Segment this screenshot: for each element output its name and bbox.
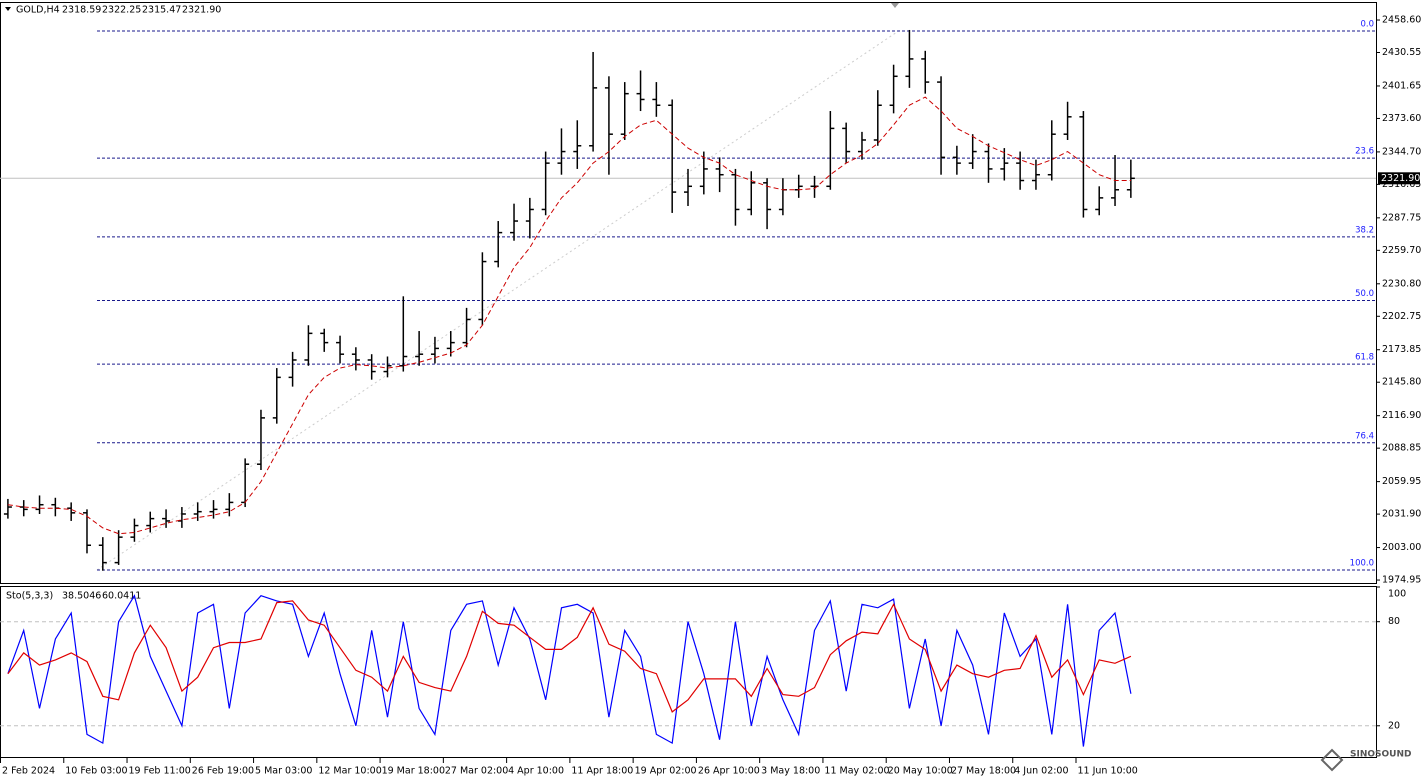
watermark-text: SINOSOUND — [1350, 750, 1411, 760]
stochastic-line — [7, 594, 1132, 747]
fib-label: 61.8 — [1355, 353, 1374, 363]
x-tick-label: 5 Mar 03:00 — [255, 766, 312, 777]
y-tick-label: 2116.90 — [1382, 410, 1421, 421]
y-tick-label: 2373.60 — [1382, 113, 1421, 124]
x-tick-label: 11 Apr 18:00 — [571, 766, 633, 777]
y-tick-label: 2259.70 — [1382, 245, 1421, 256]
y-tick-label: 2344.70 — [1382, 146, 1421, 157]
indicator-value: 38.5046 — [62, 591, 101, 602]
x-tick-label: 27 May 18:00 — [951, 766, 1016, 777]
x-tick-label: 3 May 18:00 — [761, 766, 820, 777]
y-tick-label: 2088.85 — [1382, 443, 1421, 454]
stochastic-line — [7, 600, 1132, 713]
fib-label: 50.0 — [1355, 289, 1374, 299]
y-tick-label: 100 — [1388, 589, 1406, 600]
x-tick-label: 11 Jun 10:00 — [1077, 766, 1137, 777]
y-tick-label: 2401.65 — [1382, 80, 1421, 91]
x-tick-label: 26 Feb 19:00 — [192, 766, 254, 777]
x-tick-label: 20 May 10:00 — [888, 766, 953, 777]
y-tick-label: 80 — [1388, 616, 1400, 627]
watermark: SINOSOUND — [1320, 748, 1411, 772]
last-price-box — [1378, 172, 1420, 185]
y-tick-label: 2145.80 — [1382, 377, 1421, 388]
y-tick-label: 2003.00 — [1382, 542, 1421, 553]
y-tick-label: 2287.75 — [1382, 212, 1421, 223]
x-tick-label: 10 Feb 03:00 — [65, 766, 127, 777]
x-tick-label: 26 Apr 10:00 — [698, 766, 760, 777]
fib-trendline — [96, 29, 901, 571]
x-tick-label: 27 Mar 02:00 — [445, 766, 508, 777]
indicator-pane — [0, 586, 1377, 758]
y-tick-label: 1974.95 — [1382, 575, 1421, 586]
symbol: GOLD,H4 — [16, 5, 60, 16]
main-pane — [0, 2, 1377, 584]
y-tick-label: 2173.85 — [1382, 344, 1421, 355]
header-value: 2315.47 — [142, 5, 181, 16]
x-tick-label: 4 Jun 02:00 — [1014, 766, 1068, 777]
fib-label: 76.4 — [1355, 431, 1374, 441]
fib-label: 0.0 — [1360, 20, 1374, 30]
y-tick-label: 2316.65 — [1382, 179, 1421, 190]
x-tick-label: 12 Mar 10:00 — [318, 766, 381, 777]
period-marker — [891, 3, 899, 8]
fib-label: 23.6 — [1355, 147, 1374, 157]
header-value: 2322.25 — [102, 5, 141, 16]
header-value: 2318.59 — [62, 5, 101, 16]
y-tick-label: 2059.95 — [1382, 476, 1421, 487]
header-value: 2321.90 — [182, 5, 221, 16]
y-tick-label: 2430.55 — [1382, 47, 1421, 58]
y-tick-label: 2031.90 — [1382, 509, 1421, 520]
header-arrow — [5, 7, 11, 11]
x-tick-label: 19 Apr 02:00 — [635, 766, 697, 777]
indicator-name: Sto(5,3,3) — [6, 591, 53, 602]
x-tick-label: 2 Feb 2024 — [2, 766, 55, 777]
indicator-value: 60.0411 — [102, 591, 141, 602]
y-tick-label: 20 — [1388, 720, 1400, 731]
x-tick-label: 4 Apr 10:00 — [508, 766, 564, 777]
last-price-label: 2321.90 — [1381, 173, 1420, 184]
x-tick-label: 19 Feb 11:00 — [129, 766, 191, 777]
x-tick-label: 11 May 02:00 — [824, 766, 889, 777]
moving-average — [7, 96, 1131, 535]
fib-label: 38.2 — [1355, 225, 1374, 235]
fib-label: 100.0 — [1350, 559, 1374, 569]
y-tick-label: 2458.60 — [1382, 15, 1421, 26]
y-tick-label: 2230.80 — [1382, 278, 1421, 289]
x-tick-label: 19 Mar 18:00 — [382, 766, 445, 777]
y-tick-label: 2202.75 — [1382, 311, 1421, 322]
